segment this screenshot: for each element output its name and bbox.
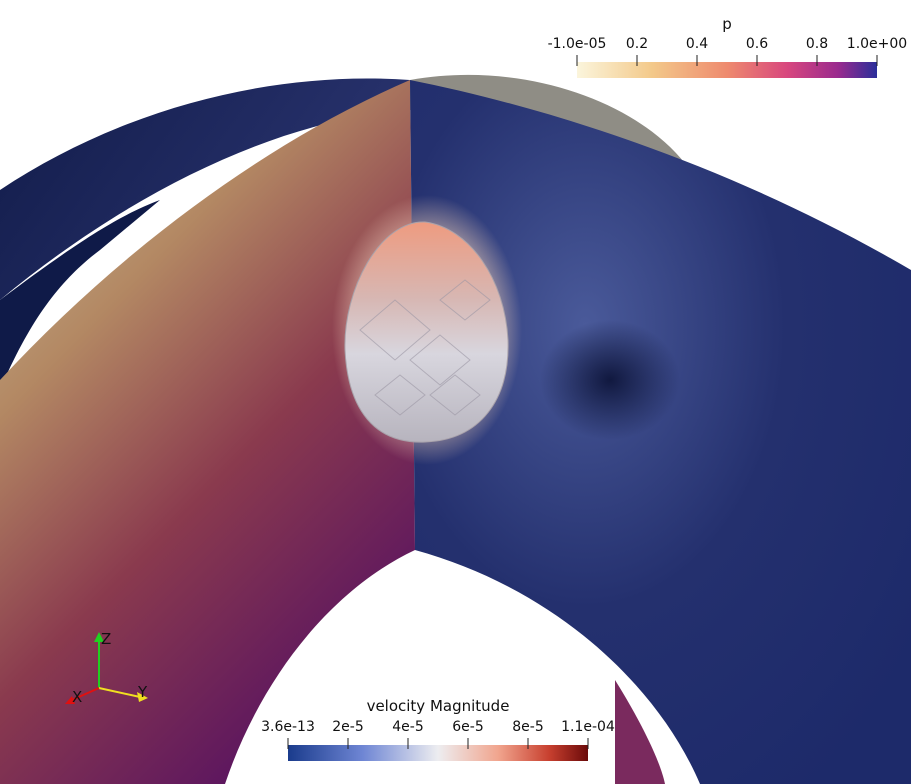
left-cut-plane: [0, 80, 415, 784]
velocity-tick-labels: 3.6e-13 2e-5 4e-5 6e-5 8e-5 1.1e-04: [261, 719, 615, 735]
x-axis-line: [71, 687, 100, 701]
velocity-tick-label: 4e-5: [392, 719, 423, 735]
pressure-colorbar-title: p: [722, 15, 732, 33]
velocity-tick-marks: [287, 738, 589, 749]
velocity-tick-label: 6e-5: [452, 719, 483, 735]
velocity-tick-label: 3.6e-13: [261, 719, 315, 735]
pressure-tick-label: 0.4: [686, 36, 708, 52]
pressure-tick-label: 0.8: [806, 36, 828, 52]
x-axis-label: X: [72, 688, 82, 706]
y-axis-arrow: [137, 692, 148, 702]
y-axis-label: Y: [137, 683, 148, 701]
pressure-tick-label: 1.0e+00: [847, 36, 907, 52]
pressure-tick-label: 0.6: [746, 36, 768, 52]
pressure-colorbar-gradient: [577, 62, 877, 78]
left-outer-band-lower: [0, 200, 160, 390]
right-band: [410, 80, 911, 784]
velocity-tick-label: 1.1e-04: [561, 719, 615, 735]
velocity-colorbar-title: velocity Magnitude: [367, 697, 510, 715]
pressure-tick-label: -1.0e-05: [548, 36, 607, 52]
velocity-tick-label: 8e-5: [512, 719, 543, 735]
velocity-colorbar: velocity Magnitude 3.6e-13 2e-5 4e-5 6e-5 8e…: [261, 697, 615, 761]
orientation-axes[interactable]: Z Y X: [65, 630, 148, 706]
pressure-tick-label: 0.2: [626, 36, 648, 52]
pressure-tick-marks: [576, 55, 878, 66]
z-axis-arrow: [94, 632, 104, 642]
velocity-tick-label: 2e-5: [332, 719, 363, 735]
x-axis-arrow: [65, 696, 75, 704]
y-axis-line: [98, 687, 141, 698]
pressure-colorbar: p -1.0e-05 0.2 0.4 0.6 0.8 1.0e+00: [548, 15, 908, 78]
droplet-texture: [359, 279, 491, 416]
velocity-colorbar-gradient: [288, 745, 588, 761]
lower-cut-sliver: [615, 680, 665, 784]
low-velocity-spot: [540, 320, 680, 440]
z-axis-label: Z: [101, 630, 111, 648]
pressure-tick-labels: -1.0e-05 0.2 0.4 0.6 0.8 1.0e+00: [548, 36, 908, 52]
